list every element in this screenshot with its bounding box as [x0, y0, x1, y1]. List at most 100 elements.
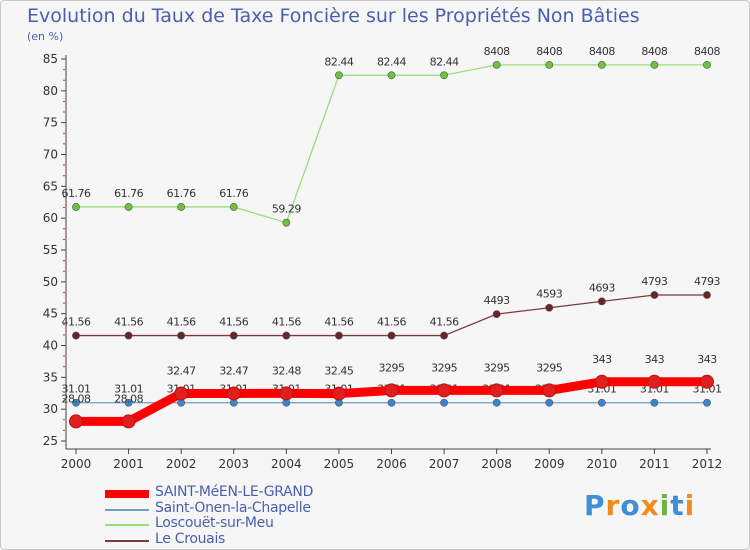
legend-swatch	[105, 508, 149, 511]
data-label: 61.76	[62, 187, 91, 200]
logo-letter: i	[659, 489, 671, 522]
data-point	[282, 218, 291, 227]
proxiti-logo: Proxiti	[584, 489, 695, 522]
data-label: 31.01	[114, 383, 143, 396]
data-point	[489, 383, 504, 398]
x-tick-label: 2002	[166, 457, 197, 471]
x-tick-label: 2010	[587, 457, 618, 471]
data-label: 31.01	[62, 383, 91, 396]
data-label: 41.56	[324, 316, 353, 329]
data-label: 41.56	[62, 316, 91, 329]
data-label: 4793	[694, 275, 720, 288]
y-tick-label: 35	[43, 370, 58, 384]
chart-subtitle: (en %)	[27, 30, 64, 43]
data-point	[384, 383, 399, 398]
legend-swatch	[105, 524, 149, 526]
data-label: 41.56	[219, 316, 248, 329]
x-tick-label: 2000	[61, 457, 92, 471]
data-label: 41.56	[377, 316, 406, 329]
data-label: 32.47	[167, 364, 196, 377]
x-tick-label: 2004	[271, 457, 302, 471]
data-point	[597, 398, 606, 407]
logo-letter: x	[640, 489, 660, 522]
legend-label: Le Crouais	[155, 530, 226, 547]
data-point	[703, 60, 711, 69]
data-point	[331, 386, 346, 401]
data-point	[650, 291, 659, 299]
x-tick-label: 2005	[324, 457, 355, 471]
y-tick-label: 25	[43, 434, 58, 448]
data-label: 4593	[536, 288, 562, 301]
x-tick-label: 2001	[113, 457, 144, 471]
data-point	[492, 310, 501, 319]
data-point	[545, 60, 554, 69]
y-tick-label: 80	[43, 84, 58, 98]
y-tick-label: 55	[43, 243, 58, 257]
data-point	[69, 414, 83, 429]
data-label: 61.76	[219, 187, 248, 200]
x-tick-label: 2011	[639, 457, 670, 471]
y-tick-label: 65	[43, 179, 58, 193]
data-label: 3295	[484, 361, 510, 374]
data-label: 32.48	[272, 364, 301, 377]
y-tick-label: 40	[43, 339, 58, 353]
logo-letter: i	[684, 489, 696, 522]
data-point	[387, 398, 396, 407]
y-tick-label: 50	[43, 275, 58, 289]
data-label: 61.76	[114, 187, 143, 200]
data-label: 28.08	[62, 392, 91, 405]
data-point	[121, 414, 136, 429]
data-point	[594, 374, 609, 389]
logo-letter: o	[620, 489, 641, 522]
legend-swatch	[105, 490, 149, 498]
data-point	[229, 331, 238, 340]
y-tick-label: 60	[43, 211, 58, 225]
data-label: 4493	[484, 294, 510, 307]
data-point	[279, 386, 294, 401]
data-label: 41.56	[272, 316, 301, 329]
data-label: 32.47	[219, 364, 248, 377]
data-point	[177, 203, 186, 211]
data-label: 82.44	[430, 55, 459, 68]
logo-letter: r	[605, 489, 621, 522]
legend-swatch	[105, 539, 149, 542]
data-point	[650, 60, 659, 69]
y-tick-label: 70	[43, 148, 58, 162]
data-point	[387, 331, 396, 340]
x-tick-label: 2007	[429, 457, 460, 471]
data-label: 82.44	[324, 55, 353, 68]
data-point	[335, 71, 343, 80]
data-point	[703, 398, 711, 407]
data-point	[545, 303, 554, 312]
data-label: 8408	[589, 45, 615, 58]
x-tick-label: 2012	[692, 457, 723, 471]
data-point	[177, 331, 186, 340]
data-point	[72, 398, 80, 407]
data-point	[437, 383, 452, 398]
data-point	[440, 398, 448, 407]
legend-label: Loscouët-sur-Meu	[155, 515, 274, 531]
data-label: 82.44	[377, 55, 406, 68]
data-label: 343	[645, 353, 665, 366]
data-label: 32.45	[324, 365, 353, 378]
data-point	[647, 374, 662, 389]
data-label: 343	[697, 353, 717, 366]
x-tick-label: 2008	[481, 457, 512, 471]
data-point	[492, 60, 501, 69]
y-tick-label: 85	[43, 52, 58, 66]
data-label: 3295	[536, 361, 562, 374]
data-point	[174, 386, 189, 401]
data-point	[282, 331, 291, 340]
x-tick-label: 2009	[534, 457, 565, 471]
data-label: 41.56	[167, 316, 196, 329]
data-point	[226, 386, 241, 401]
data-label: 3295	[379, 361, 405, 374]
data-label: 3295	[431, 361, 457, 374]
data-label: 59.29	[272, 203, 301, 216]
data-point	[545, 398, 554, 407]
data-point	[650, 398, 659, 407]
data-point	[440, 71, 448, 80]
data-label: 4793	[641, 275, 667, 288]
logo-letter: t	[670, 489, 685, 522]
data-label: 8408	[694, 45, 720, 58]
